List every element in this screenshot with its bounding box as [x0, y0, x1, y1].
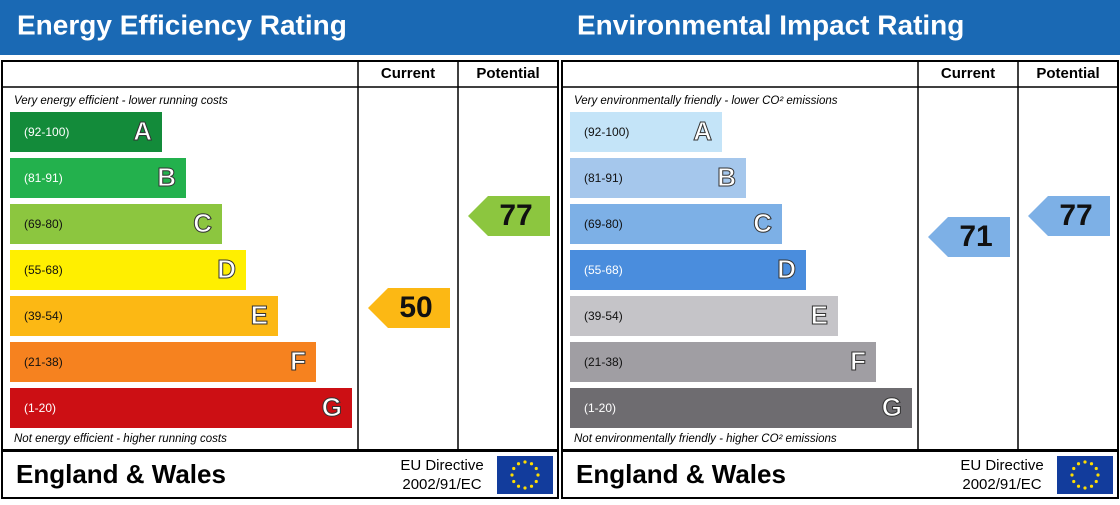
column-header: Current — [941, 65, 995, 82]
eu-star — [510, 473, 514, 477]
band-range: (55-68) — [584, 263, 623, 277]
rating-panel: Environmental Impact Rating Current Potent… — [560, 0, 1120, 499]
eu-star — [534, 479, 538, 484]
eu-star — [516, 484, 521, 488]
eu-star — [512, 479, 516, 484]
band-letter: E — [251, 300, 268, 330]
header-band — [0, 0, 560, 55]
rating-band — [10, 158, 186, 198]
eu-star — [1089, 484, 1094, 488]
panel-title: Environmental Impact Rating — [577, 9, 964, 40]
rating-band — [570, 342, 876, 382]
band-range: (55-68) — [24, 263, 63, 277]
band-letter: E — [811, 300, 828, 330]
band-letter: F — [850, 346, 866, 376]
rating-panel: Energy Efficiency Rating Current Potential… — [0, 0, 560, 499]
band-letter: D — [217, 254, 236, 284]
column-header: Potential — [1036, 65, 1099, 82]
eu-star — [1089, 462, 1094, 466]
eu-star — [1094, 479, 1098, 484]
region: England & Wales — [576, 459, 786, 489]
band-range: (81-91) — [584, 171, 623, 185]
rating-arrow — [928, 217, 1010, 257]
rating-arrow — [1028, 196, 1110, 236]
eu-star — [1072, 466, 1076, 471]
band-letter: G — [322, 392, 342, 422]
header-band — [560, 0, 1120, 55]
band-letter: G — [882, 392, 902, 422]
eu-star — [523, 460, 527, 464]
band-letter: A — [133, 116, 152, 146]
eu-star — [529, 462, 534, 466]
band-range: (39-54) — [24, 309, 63, 323]
band-range: (81-91) — [24, 171, 63, 185]
directive: EU Directive — [960, 457, 1043, 474]
eu-star — [1076, 484, 1081, 488]
eu-star — [1083, 460, 1087, 464]
band-letter: C — [193, 208, 212, 238]
footer-frame — [1, 450, 559, 499]
band-range: (39-54) — [584, 309, 623, 323]
band-range: (1-20) — [24, 401, 56, 415]
eu-star — [1094, 466, 1098, 471]
rating-band — [10, 388, 352, 428]
rating-band — [570, 296, 838, 336]
rating-band — [10, 204, 222, 244]
rating-value: 50 — [399, 291, 432, 324]
rating-value: 71 — [959, 220, 992, 253]
panel-title: Energy Efficiency Rating — [17, 9, 347, 40]
rating-band — [570, 388, 912, 428]
directive: 2002/91/EC — [962, 476, 1041, 493]
band-range: (92-100) — [584, 125, 629, 139]
region: England & Wales — [16, 459, 226, 489]
top-note: Very energy efficient - lower running co… — [14, 95, 228, 107]
eu-star — [1072, 479, 1076, 484]
rating-arrow — [368, 288, 450, 328]
rating-arrow — [468, 196, 550, 236]
band-letter: D — [777, 254, 796, 284]
eu-star — [512, 466, 516, 471]
rating-band — [10, 250, 246, 290]
eu-star — [523, 486, 527, 490]
band-range: (1-20) — [584, 401, 616, 415]
bottom-note: Not energy efficient - higher running co… — [14, 433, 227, 445]
eu-star — [1076, 462, 1081, 466]
band-letter: B — [157, 162, 176, 192]
eu-star — [534, 466, 538, 471]
eu-star — [1096, 473, 1100, 477]
band-letter: A — [693, 116, 712, 146]
rating-band — [10, 342, 316, 382]
rating-band — [10, 296, 278, 336]
band-range: (21-38) — [24, 355, 63, 369]
directive: 2002/91/EC — [402, 476, 481, 493]
directive: EU Directive — [400, 457, 483, 474]
band-letter: C — [753, 208, 772, 238]
band-range: (69-80) — [24, 217, 63, 231]
footer-frame — [561, 450, 1119, 499]
band-range: (92-100) — [24, 125, 69, 139]
rating-value: 77 — [1059, 199, 1092, 232]
top-note: Very environmentally friendly - lower CO… — [574, 95, 838, 107]
eu-star — [1083, 486, 1087, 490]
rating-band — [570, 250, 806, 290]
eu-star — [536, 473, 540, 477]
column-header: Current — [381, 65, 435, 82]
rating-band — [570, 204, 782, 244]
rating-band — [10, 112, 162, 152]
rating-band — [570, 158, 746, 198]
rating-band — [570, 112, 722, 152]
eu-star — [529, 484, 534, 488]
eu-star — [516, 462, 521, 466]
band-range: (21-38) — [584, 355, 623, 369]
band-range: (69-80) — [584, 217, 623, 231]
band-letter: F — [290, 346, 306, 376]
eu-star — [1070, 473, 1074, 477]
column-header: Potential — [476, 65, 539, 82]
band-letter: B — [717, 162, 736, 192]
rating-value: 77 — [499, 199, 532, 232]
bottom-note: Not environmentally friendly - higher CO… — [574, 433, 837, 445]
